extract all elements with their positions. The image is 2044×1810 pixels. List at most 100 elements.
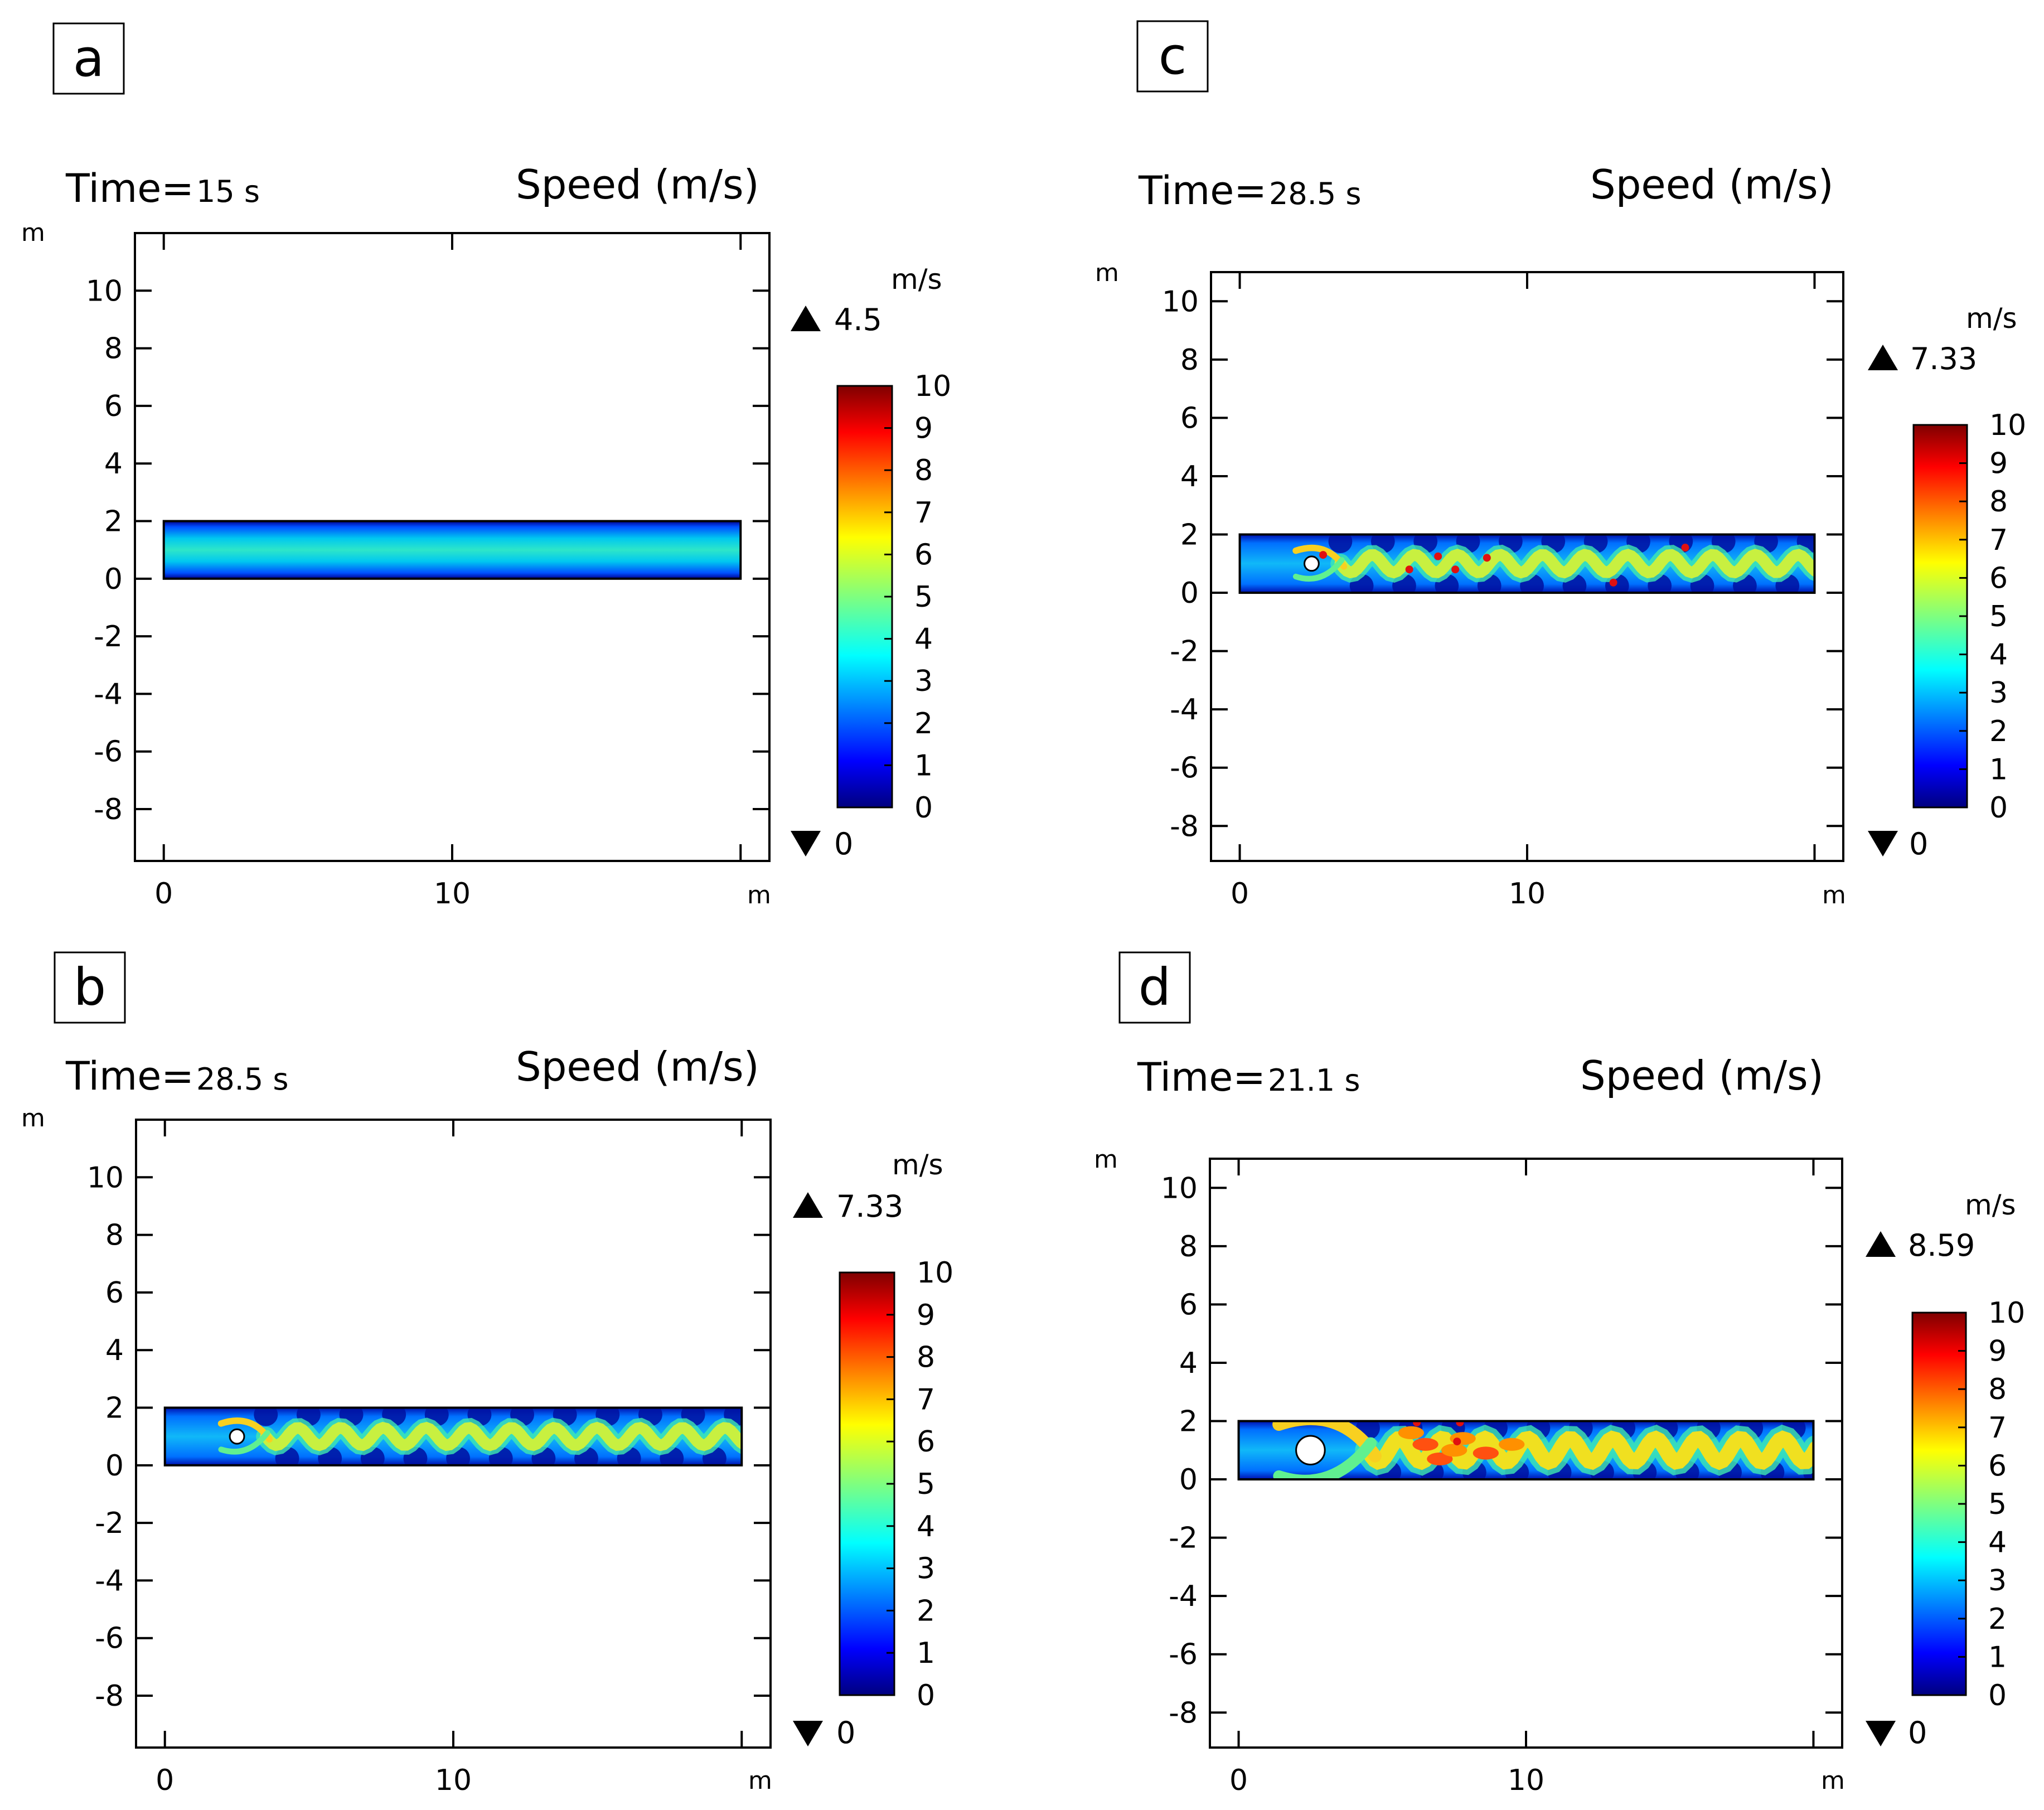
colorbar-unit: m/s: [1966, 302, 2017, 335]
max-marker-icon: [793, 1192, 823, 1218]
y-tick-label: -4: [1169, 1580, 1198, 1613]
channel-field: [162, 520, 742, 580]
colorbar-data-min: 0: [1909, 826, 1928, 862]
channel-outline: [1238, 533, 1816, 594]
y-tick-label: 10: [1162, 285, 1199, 318]
flow-band: [163, 521, 741, 579]
panel-label: d: [1139, 957, 1171, 1017]
y-tick-label: 2: [104, 505, 123, 539]
y-tick-label: 4: [104, 447, 123, 481]
y-tick-label: 8: [105, 1219, 124, 1252]
colorbar-tick-label: 2: [917, 1594, 935, 1628]
y-tick-label: -8: [1169, 1696, 1198, 1730]
x-tick-label: 10: [434, 877, 471, 911]
y-tick-label: -6: [95, 1622, 124, 1656]
plot-title: Speed (m/s): [1580, 1052, 1824, 1099]
particle-dot: [1434, 552, 1442, 560]
particle-dot: [1319, 551, 1328, 559]
colorbar-tick-label: 8: [1989, 485, 2008, 519]
panel-d: d Time=21.1 s Speed (m/s) m 10 8 6 4 2 0…: [1094, 951, 2025, 1797]
colorbar-ramp: [1911, 1311, 1967, 1696]
vortex-pocket: [1861, 574, 1885, 598]
colorbar-tick-label: 1: [914, 749, 933, 782]
colorbar-data-min: 0: [836, 1715, 855, 1750]
panel-a: a Time=15 s Speed (m/s) m 10 8 6 4 2 0 -…: [21, 22, 951, 911]
colorbar-tick-label: 9: [1988, 1335, 2007, 1368]
y-tick-label: 4: [1179, 1347, 1198, 1380]
x-tick-label: 0: [156, 1764, 174, 1797]
x-tick-label: 0: [1229, 1764, 1248, 1797]
particle-dot: [1451, 565, 1460, 574]
min-marker-icon: [791, 831, 821, 856]
colorbar-tick-label: 5: [914, 580, 933, 614]
colorbar-unit: m/s: [1965, 1189, 2016, 1221]
shear-streak: [218, 1430, 270, 1455]
time-readout: Time=15 s: [65, 166, 260, 211]
y-tick-label: 6: [105, 1276, 124, 1310]
colorbar-tick-label: 9: [917, 1299, 935, 1332]
shear-streak: [1292, 557, 1345, 582]
colorbar-tick-label: 7: [917, 1383, 935, 1416]
channel-flow: [164, 1407, 742, 1465]
y-tick-label: 2: [1180, 518, 1199, 551]
cylinder-obstacle: [1295, 1435, 1326, 1466]
time-value: 28.5 s: [196, 1062, 289, 1097]
vortex-pocket: [1882, 530, 1906, 553]
colorbar-data-min: 0: [834, 826, 853, 862]
panel-label-box: [54, 951, 126, 1024]
y-tick-label: 6: [1180, 401, 1199, 435]
colorbar-tick-label: 8: [914, 454, 933, 487]
particle-dot: [1483, 554, 1491, 562]
time-label: Time=: [65, 1053, 194, 1099]
time-readout: Time=28.5 s: [65, 1053, 289, 1099]
turbulent-eddy: [1427, 1452, 1453, 1466]
y-tick-label: 0: [1179, 1463, 1198, 1497]
plot-area: 10 8 6 4 2 0 -2 -4 -6 -8 0 10 m: [1162, 271, 1906, 911]
colorbar-tick-label: 10: [914, 370, 951, 403]
panel-label: a: [73, 28, 104, 88]
y-tick-label: -8: [94, 793, 123, 826]
particle-dot: [1609, 578, 1617, 587]
colorbar-ticks: [1958, 1311, 1966, 1696]
colorbar-data-min: 0: [1908, 1715, 1927, 1750]
colorbar-tick-label: 2: [1989, 715, 2008, 748]
panel-label: b: [74, 957, 106, 1017]
colorbar-ramp: [839, 1271, 895, 1696]
x-unit-label: m: [1822, 881, 1846, 909]
channel-field: [1238, 530, 1906, 598]
y-tick-label: -6: [1170, 752, 1199, 785]
colorbar-tick-label: 3: [917, 1552, 935, 1586]
colorbar-tick-label: 9: [914, 412, 933, 446]
colorbar-tick-label: 2: [914, 707, 933, 741]
y-tick-marks: [1211, 300, 1843, 827]
max-marker-icon: [1866, 1231, 1896, 1257]
vortex-pocket: [1846, 1461, 1869, 1484]
particle-dot: [1405, 565, 1413, 574]
vortex-pocket: [1867, 1416, 1891, 1440]
y-unit-label: m: [1094, 1145, 1118, 1174]
time-value: 21.1 s: [1268, 1063, 1360, 1098]
wake-jet-core: [1360, 1430, 1814, 1470]
panel-label: c: [1159, 26, 1187, 86]
panel-label-box: [52, 22, 125, 95]
channel-flow: [1238, 1416, 1891, 1484]
vortex-pocket: [1818, 574, 1842, 598]
colorbar-tick-label: 9: [1989, 447, 2008, 481]
y-tick-marks: [1210, 1187, 1842, 1714]
particle-dot: [1413, 1421, 1421, 1427]
y-tick-label: -2: [1169, 1522, 1198, 1555]
vortex-pocket: [1328, 534, 1353, 553]
colorbar-tick-label: 7: [1988, 1411, 2007, 1445]
min-marker-icon: [1868, 831, 1898, 856]
panel-b: b Time=28.5 s Speed (m/s) m 10 8 6 4 2 0…: [21, 951, 953, 1797]
panel-label-box: [1118, 951, 1191, 1024]
colorbar-unit: m/s: [891, 263, 942, 296]
colorbar-ticks: [1959, 424, 1967, 809]
y-tick-marks: [136, 1176, 771, 1697]
colorbar-tick-label: 0: [917, 1679, 935, 1712]
x-tick-marks: [163, 1120, 743, 1748]
time-label: Time=: [65, 166, 194, 211]
colorbar-tick-label: 6: [914, 538, 933, 572]
particle-dot: [1453, 1438, 1461, 1446]
